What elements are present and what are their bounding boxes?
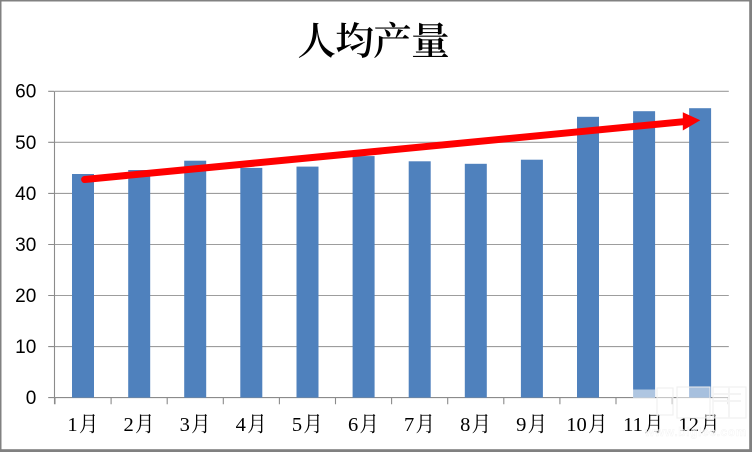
svg-text:12: 12 <box>678 414 699 436</box>
svg-text:0: 0 <box>26 388 37 409</box>
svg-text:5: 5 <box>292 414 302 436</box>
svg-text:11: 11 <box>623 414 643 436</box>
svg-text:10: 10 <box>15 337 36 358</box>
svg-text:www.biglee.com: www.biglee.com <box>644 425 747 439</box>
svg-text:20: 20 <box>15 286 36 307</box>
svg-text:3: 3 <box>180 414 190 436</box>
svg-text:7: 7 <box>404 414 414 436</box>
svg-text:1: 1 <box>67 414 77 436</box>
svg-text:9: 9 <box>516 414 526 436</box>
svg-text:30: 30 <box>15 235 36 256</box>
svg-text:60: 60 <box>15 82 36 103</box>
svg-text:40: 40 <box>15 184 36 205</box>
svg-text:8: 8 <box>460 414 470 436</box>
svg-text:6: 6 <box>348 414 358 436</box>
svg-text:10: 10 <box>566 414 587 436</box>
svg-text:2: 2 <box>124 414 134 436</box>
svg-text:4: 4 <box>236 414 246 436</box>
svg-text:50: 50 <box>15 133 36 154</box>
